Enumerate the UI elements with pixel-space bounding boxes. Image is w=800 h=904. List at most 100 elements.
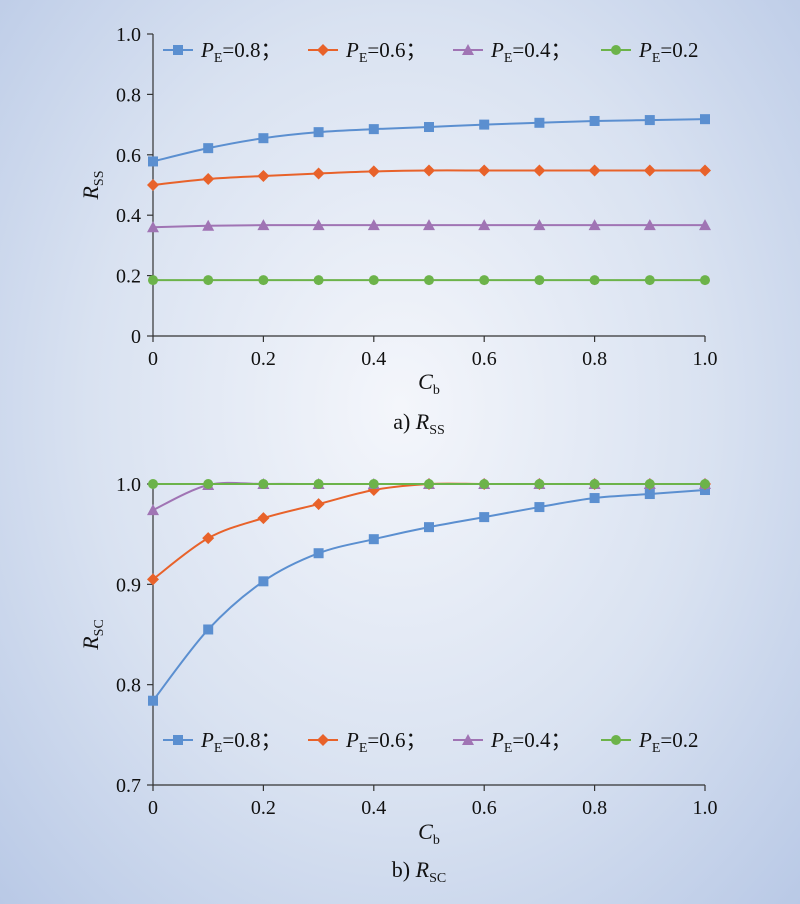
data-point [478,219,491,231]
data-point [258,275,269,286]
y-axis-label: RSS [78,170,107,200]
data-point [643,164,656,177]
data-point [313,548,324,559]
x-tick-label: 0.4 [361,348,386,370]
x-tick-label: 1.0 [693,797,718,819]
data-point [479,479,490,489]
data-point [479,275,490,286]
data-point [203,143,214,154]
data-point [368,479,379,489]
y-tick-label: 1.0 [116,24,141,46]
data-point [424,522,434,533]
legend-entry-4: PE=0.2 [601,38,698,66]
series-2 [147,164,711,191]
legend-marker [317,734,329,746]
x-tick-label: 0.4 [361,797,386,819]
data-point [588,164,601,177]
data-point [424,479,434,489]
data-point [424,275,434,286]
y-tick-label: 0.2 [116,266,141,288]
data-point [257,169,270,182]
chart-1: 0 0.2 0.4 0.6 0.8 1.0 0 0.2 0.4 0.6 0.8 1.0 Cb RSS a) … [78,24,718,438]
data-point [313,275,324,286]
x-axis-label: Cb [418,819,440,848]
legend-label: PE=0.2 [638,728,698,756]
series-3 [147,219,711,233]
data-point [534,502,545,513]
legend-marker [173,735,183,745]
x-tick-label: 0.8 [582,348,607,370]
data-point [699,219,711,231]
data-point [479,512,490,523]
chart-2: 0.7 0.8 0.9 1.0 0 0.2 0.4 0.6 0.8 1.0 Cb RSC b) RSC P… [78,474,718,886]
data-point [589,115,600,126]
data-point [588,219,601,231]
y-tick-label: 0.8 [116,84,141,106]
legend-label: PE=0.4； [490,38,571,66]
x-tick-label: 0 [148,797,158,819]
x-axis-label: Cb [418,369,440,398]
data-point [700,114,710,125]
data-point [643,219,656,231]
data-point [533,164,546,177]
data-point [368,275,379,286]
x-tick-label: 0.6 [472,797,497,819]
data-point [644,479,655,489]
data-point [534,117,545,128]
y-tick-label: 0 [131,326,141,348]
legend-label: PE=0.2 [638,38,698,66]
data-point [479,119,490,130]
data-point [312,167,325,180]
data-point [644,489,655,500]
legend-label: PE=0.6； [345,728,426,756]
data-point [368,534,379,545]
chart-caption: a) RSS [393,409,445,438]
series-4 [148,275,710,286]
data-point [148,695,158,706]
series-1 [148,485,710,706]
x-tick-label: 0 [148,348,158,370]
data-point [700,485,710,496]
x-tick-label: 0.2 [251,797,276,819]
data-point [424,122,434,133]
data-point [423,164,435,177]
legend-marker [173,45,183,55]
y-tick-label: 0.4 [116,205,141,227]
data-point [203,479,214,489]
data-point [148,479,158,489]
data-point [202,532,215,545]
data-point [148,275,158,286]
data-point [478,164,491,177]
chart-caption: b) RSC [392,857,446,886]
data-point [533,219,546,231]
data-point [203,275,214,286]
legend-marker [317,44,329,56]
legend-entry-3: PE=0.4； [453,728,571,756]
legend-entry-2: PE=0.6； [308,728,426,756]
data-point [258,479,269,489]
data-point [644,115,655,126]
legend-label: PE=0.6； [345,38,426,66]
data-point [147,221,159,233]
data-point [147,573,159,586]
data-point [423,219,435,231]
data-point [367,165,380,178]
series-1 [148,114,710,167]
series-4 [148,479,710,489]
data-point [148,156,158,167]
data-point [589,479,600,489]
y-tick-label: 0.6 [116,145,141,167]
x-tick-label: 0.8 [582,797,607,819]
data-point [700,479,710,489]
legend-marker [462,44,474,55]
data-point [203,624,214,635]
y-tick-label: 1.0 [116,474,141,496]
data-point [313,127,324,138]
data-point [313,479,324,489]
series-line [152,489,706,702]
legend-label: PE=0.8； [200,728,281,756]
y-tick-label: 0.8 [116,675,141,697]
data-point [258,576,269,587]
legend-entry-3: PE=0.4； [453,38,571,66]
